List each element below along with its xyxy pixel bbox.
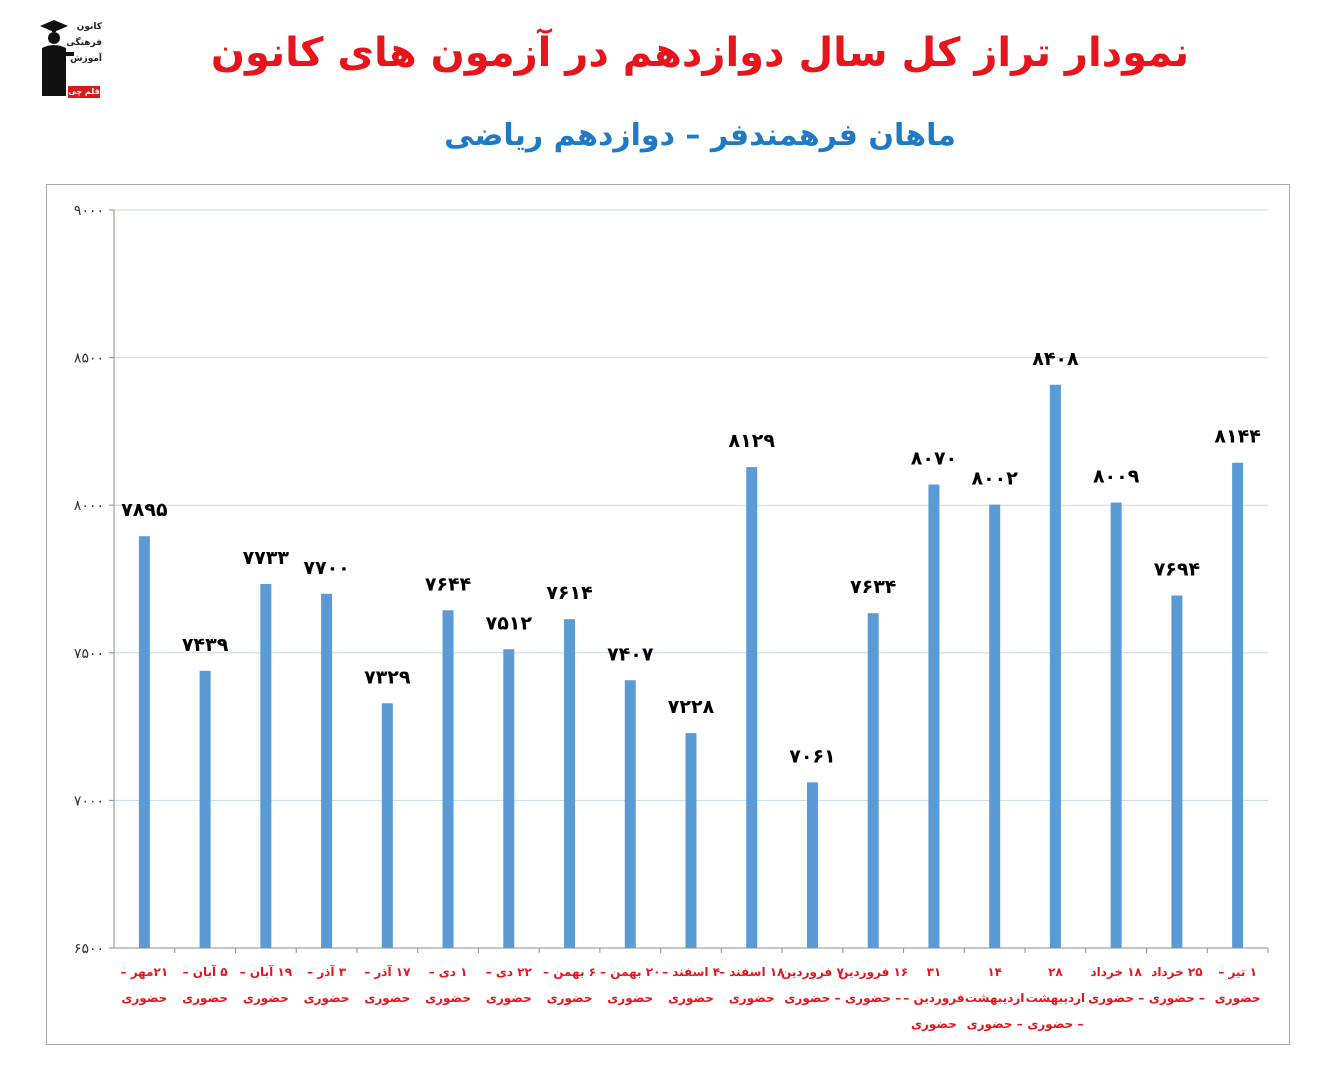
data-label: ۸۱۲۹ [729,430,776,452]
category-label: ۳۱ [927,965,942,979]
category-label: ۱۷ آذر – [364,964,411,979]
category-label: ۱۶ فروردین [838,965,908,980]
bar [1049,384,1061,948]
data-label: ۷۶۳۴ [850,576,896,598]
bar [1232,462,1244,948]
logo [36,18,102,100]
bar [381,703,393,948]
data-label: ۷۶۴۴ [425,573,471,595]
bar-chart: ۶۵۰۰ ۷۰۰۰ ۷۵۰۰ ۸۰۰۰ ۸۵۰۰ ۹۰۰۰ ۷۸۹۵ ۲۱مهر – حضوری… [74,203,1269,1032]
category-label: حضوری [182,991,228,1006]
data-label: ۸۱۴۴ [1214,426,1260,448]
chart-frame [46,184,1290,1045]
category-label: حضوری [243,991,289,1006]
y-tick-label: ۶۵۰۰ [74,941,104,957]
category-label: – حضوری [784,991,840,1006]
data-label: ۷۷۳۳ [243,547,290,569]
category-label: ۷ فروردین [781,965,844,980]
category-label: ۲۲ دی – [486,965,533,979]
category-label: ۲۸ [1048,965,1063,979]
bar [138,536,150,948]
category-label: ۵ آبان – [183,964,228,979]
y-tick-label: ۷۵۰۰ [74,646,104,662]
category-label: حضوری [911,1017,957,1032]
data-label: ۷۳۲۹ [364,666,411,688]
category-label: ۱۴ [987,965,1002,979]
category-label: ۱۸ خرداد [1090,965,1142,979]
category-label: ۲۵ خرداد [1151,965,1202,979]
bar [1110,502,1122,948]
bar [928,484,940,948]
bar [685,733,697,948]
category-label: فروردین – [903,991,964,1006]
category-label: حضوری [425,991,471,1006]
category-label: ۳ آذر – [307,964,347,979]
bar [260,584,272,948]
category-label: ۱ دی – [429,965,468,979]
category-label: حضوری [121,991,167,1006]
category-label: حضوری [729,991,775,1006]
category-label: – حضوری [1149,991,1205,1006]
bar [199,670,211,948]
chart-subtitle: ماهان فرهمندفر – دوازدهم ریاضی [444,118,956,153]
category-label: ۱ تیر – [1218,965,1257,979]
category-label: حضوری [486,991,532,1006]
category-label: اردیبهشت [965,991,1024,1005]
category-label: – حضوری [1027,1017,1083,1032]
bar [867,613,879,948]
category-label: حضوری [547,991,593,1006]
data-label: ۷۰۶۱ [789,745,835,767]
y-tick-label: ۹۰۰۰ [74,203,104,219]
category-label: ۲۰ بهمن – [600,965,660,979]
logo-line-3: آموزش [70,54,102,64]
data-label: ۷۲۲۸ [668,696,715,718]
category-label: ۲۱مهر – [121,965,169,979]
bar [1171,595,1183,948]
bar [624,680,636,948]
bar [442,610,454,948]
category-label: حضوری [607,991,653,1006]
data-label: ۷۵۱۲ [486,612,533,634]
y-tick-label: ۸۰۰۰ [74,498,104,514]
bar [989,504,1001,948]
category-label: حضوری [668,991,714,1006]
data-label: ۷۸۹۵ [121,499,168,521]
category-label: حضوری [364,991,410,1006]
category-label: حضوری [1215,991,1261,1006]
data-label: ۷۴۳۹ [182,634,229,656]
category-label: – حضوری [967,1017,1023,1032]
data-label: ۸۰۰۲ [971,468,1018,490]
category-label: – حضوری [845,991,901,1006]
category-label: ۴ اسفند – [662,965,720,979]
graduate-icon [40,20,74,96]
bar [503,649,515,948]
data-label: ۸۰۷۰ [911,448,957,470]
bar [564,619,576,948]
data-label: ۸۴۰۸ [1032,348,1079,370]
category-label: ۱۹ آبان – [240,964,293,979]
category-label: حضوری [304,991,350,1006]
bar [746,467,758,948]
bar [806,782,818,948]
logo-tag: قلم چی [68,86,100,98]
data-label: ۷۶۱۴ [546,582,592,604]
data-label: ۸۰۰۹ [1093,466,1140,488]
category-label: ۶ بهمن – [543,965,596,979]
data-label: ۷۶۹۴ [1154,559,1200,581]
category-label: – حضوری [1088,991,1144,1006]
y-tick-label: ۸۵۰۰ [74,351,104,367]
data-label: ۷۴۰۷ [607,643,654,665]
category-label: ۱۸ اسفند – [719,965,785,979]
chart-title: نمودار تراز کل سال دوازدهم در آزمون های … [210,30,1190,76]
data-label: ۷۷۰۰ [303,557,349,579]
logo-line-2: فرهنگی [66,38,102,48]
y-tick-label: ۷۰۰۰ [74,793,104,809]
logo-line-1: کانون [76,22,102,32]
category-label: اردیبهشت [1026,991,1085,1005]
bar [321,593,333,948]
